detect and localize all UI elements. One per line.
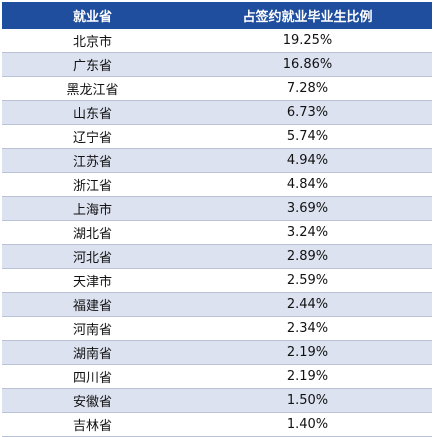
ratio-cell: 2.19% bbox=[183, 340, 432, 365]
province-cell: 湖北省 bbox=[2, 220, 183, 245]
table-row: 吉林省 1.40% bbox=[2, 412, 432, 437]
ratio-cell: 5.74% bbox=[183, 124, 432, 149]
table-body: 北京市 19.25% 广东省 16.86% 黑龙江省 7.28% 山东省 6.73% 辽宁省 5.… bbox=[2, 29, 432, 437]
province-cell: 河南省 bbox=[2, 316, 183, 341]
table-row: 广东省 16.86% bbox=[2, 52, 432, 77]
ratio-cell: 2.44% bbox=[183, 292, 432, 317]
table-row: 北京市 19.25% bbox=[2, 29, 432, 53]
province-cell: 江苏省 bbox=[2, 148, 183, 173]
table-row: 江苏省 4.94% bbox=[2, 148, 432, 173]
table-row: 河北省 2.89% bbox=[2, 244, 432, 269]
ratio-cell: 3.24% bbox=[183, 220, 432, 245]
ratio-cell: 2.59% bbox=[183, 268, 432, 293]
province-cell: 北京市 bbox=[2, 29, 183, 53]
ratio-cell: 19.25% bbox=[183, 29, 432, 53]
ratio-cell: 16.86% bbox=[183, 52, 432, 77]
table-row: 安徽省 1.50% bbox=[2, 388, 432, 413]
province-cell: 福建省 bbox=[2, 292, 183, 317]
ratio-cell: 2.34% bbox=[183, 316, 432, 341]
province-cell: 河北省 bbox=[2, 244, 183, 269]
table-row: 辽宁省 5.74% bbox=[2, 124, 432, 149]
header-province: 就业省 bbox=[2, 2, 183, 29]
province-cell: 安徽省 bbox=[2, 388, 183, 413]
table-row: 浙江省 4.84% bbox=[2, 172, 432, 197]
ratio-cell: 2.89% bbox=[183, 244, 432, 269]
table-row: 四川省 2.19% bbox=[2, 364, 432, 389]
header-ratio: 占签约就业毕业生比例 bbox=[183, 2, 432, 29]
province-cell: 吉林省 bbox=[2, 412, 183, 437]
province-cell: 黑龙江省 bbox=[2, 76, 183, 101]
table-row: 河南省 2.34% bbox=[2, 316, 432, 341]
ratio-cell: 1.40% bbox=[183, 412, 432, 437]
province-cell: 山东省 bbox=[2, 100, 183, 125]
province-cell: 上海市 bbox=[2, 196, 183, 221]
ratio-cell: 1.50% bbox=[183, 388, 432, 413]
table-row: 黑龙江省 7.28% bbox=[2, 76, 432, 101]
table-row: 湖北省 3.24% bbox=[2, 220, 432, 245]
province-cell: 广东省 bbox=[2, 52, 183, 77]
ratio-cell: 4.94% bbox=[183, 148, 432, 173]
table-header-row: 就业省 占签约就业毕业生比例 bbox=[2, 2, 432, 29]
ratio-cell: 2.19% bbox=[183, 364, 432, 389]
table-row: 上海市 3.69% bbox=[2, 196, 432, 221]
table-row: 山东省 6.73% bbox=[2, 100, 432, 125]
table-row: 湖南省 2.19% bbox=[2, 340, 432, 365]
ratio-cell: 7.28% bbox=[183, 76, 432, 101]
province-cell: 辽宁省 bbox=[2, 124, 183, 149]
ratio-cell: 4.84% bbox=[183, 172, 432, 197]
province-cell: 天津市 bbox=[2, 268, 183, 293]
table-row: 福建省 2.44% bbox=[2, 292, 432, 317]
ratio-cell: 6.73% bbox=[183, 100, 432, 125]
ratio-cell: 3.69% bbox=[183, 196, 432, 221]
table-row: 天津市 2.59% bbox=[2, 268, 432, 293]
province-cell: 湖南省 bbox=[2, 340, 183, 365]
province-cell: 浙江省 bbox=[2, 172, 183, 197]
province-cell: 四川省 bbox=[2, 364, 183, 389]
